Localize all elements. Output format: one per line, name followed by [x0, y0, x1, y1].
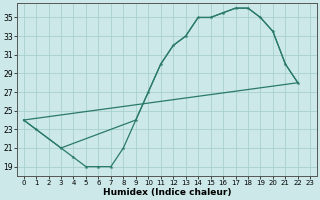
X-axis label: Humidex (Indice chaleur): Humidex (Indice chaleur) [103, 188, 231, 197]
